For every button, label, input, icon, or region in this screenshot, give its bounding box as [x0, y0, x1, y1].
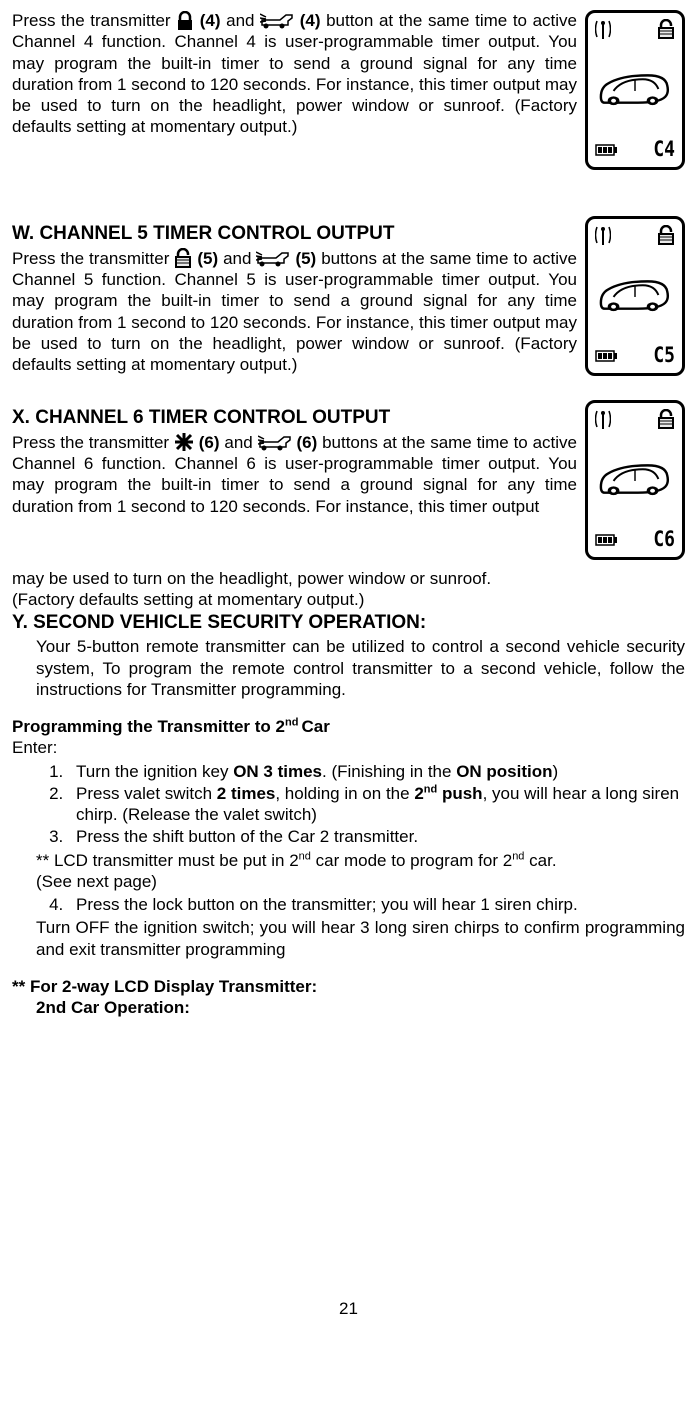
remote-code-label: C4 [653, 136, 675, 163]
remote-code-label: C6 [653, 526, 675, 553]
key-car-icon [260, 12, 294, 30]
antenna-icon [595, 19, 611, 41]
lock-solid-icon [176, 11, 194, 30]
lcd-subheading: 2nd Car Operation: [12, 997, 685, 1018]
lcd-note: ** LCD transmitter must be put in 2nd ca… [12, 850, 685, 871]
section-channel6: C6 X. CHANNEL 6 TIMER CONTROL OUTPUT Pre… [12, 400, 685, 566]
antenna-icon [595, 225, 611, 247]
step-1: Turn the ignition key ON 3 times. (Finis… [68, 761, 685, 782]
programming-heading: Programming the Transmitter to 2nd Car [12, 716, 685, 737]
step-4: Press the lock button on the transmitter… [68, 894, 685, 915]
section-x-body2: may be used to turn on the headlight, po… [12, 568, 685, 589]
battery-icon [595, 349, 619, 363]
antenna-icon [595, 409, 611, 431]
remote-display-c6: C6 [585, 400, 685, 560]
key-car-icon [256, 250, 290, 268]
section-y-heading: Y. SECOND VEHICLE SECURITY OPERATION: [12, 611, 685, 635]
asterisk-icon [174, 432, 194, 452]
car-icon [596, 70, 674, 110]
car-icon [596, 276, 674, 316]
unlock-icon [657, 19, 675, 39]
unlock-icon [657, 225, 675, 245]
remote-display-c5: C5 [585, 216, 685, 376]
key-car-icon [258, 434, 292, 452]
lcd-section: ** For 2-way LCD Display Transmitter: 2n… [12, 976, 685, 1019]
unlock-icon [174, 248, 192, 268]
battery-icon [595, 533, 619, 547]
programming-steps: Turn the ignition key ON 3 times. (Finis… [12, 761, 685, 848]
programming-tail: Turn OFF the ignition switch; you will h… [12, 917, 685, 960]
section-channel4: C4 Press the transmitter (4) and (4) but… [12, 10, 685, 176]
battery-icon [595, 143, 619, 157]
programming-steps-cont: Press the lock button on the transmitter… [12, 894, 685, 915]
section-x-body3: (Factory defaults setting at momentary o… [12, 589, 685, 610]
unlock-icon [657, 409, 675, 429]
remote-code-label: C5 [653, 342, 675, 369]
page-number: 21 [12, 1298, 685, 1319]
remote-display-c4: C4 [585, 10, 685, 170]
car-icon [596, 460, 674, 500]
section-y-body: Your 5-button remote transmitter can be … [12, 636, 685, 700]
section-channel5: C5 W. CHANNEL 5 TIMER CONTROL OUTPUT Pre… [12, 216, 685, 382]
lcd-heading: ** For 2-way LCD Display Transmitter: [12, 976, 685, 997]
see-next-page: (See next page) [12, 871, 685, 892]
programming-section: Programming the Transmitter to 2nd Car E… [12, 716, 685, 960]
step-3: Press the shift button of the Car 2 tran… [68, 826, 685, 847]
enter-label: Enter: [12, 737, 685, 758]
step-2: Press valet switch 2 times, holding in o… [68, 783, 685, 826]
